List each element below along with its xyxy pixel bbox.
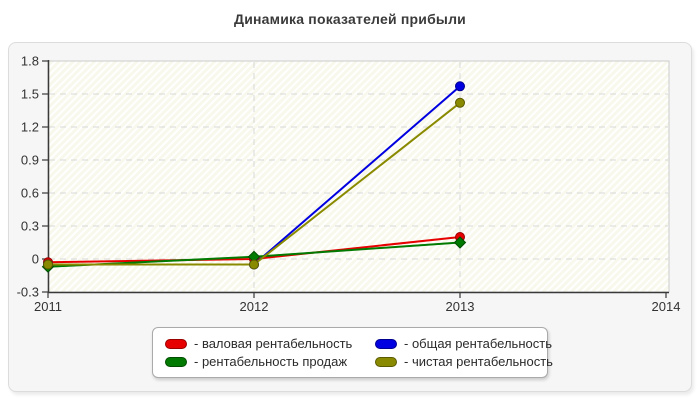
- legend-item: - валовая рентабельность: [165, 336, 365, 351]
- y-tick-label: 0.6: [21, 186, 39, 201]
- legend-item: - чистая рентабельность: [375, 354, 553, 369]
- legend-label: - валовая рентабельность: [194, 336, 353, 351]
- y-tick-label: 1.2: [21, 120, 39, 135]
- legend-swatch: [165, 338, 187, 349]
- legend-swatch: [165, 356, 187, 367]
- data-point-marker: [455, 97, 465, 108]
- plot-area: [47, 60, 670, 293]
- y-tick-label: 0: [32, 252, 39, 267]
- data-point-marker: [249, 259, 259, 270]
- y-tick-label: 1.8: [21, 54, 39, 69]
- legend-swatch: [375, 338, 397, 349]
- chart-title: Динамика показателей прибыли: [234, 11, 466, 27]
- chart-legend: - валовая рентабельность - общая рентабел…: [152, 327, 553, 378]
- y-tick-label: 0.9: [21, 153, 39, 168]
- legend-label: - рентабельность продаж: [194, 354, 348, 369]
- x-tick-label: 2011: [34, 299, 62, 314]
- data-point-marker: [455, 81, 465, 92]
- data-point-marker: [453, 236, 467, 249]
- y-tick-label: -0.3: [17, 285, 39, 300]
- y-tick-label: 0.3: [21, 219, 39, 234]
- x-tick-label: 2012: [240, 299, 269, 314]
- x-tick-label: 2013: [446, 299, 475, 314]
- legend-label: - общая рентабельность: [404, 336, 552, 351]
- legend-item: - общая рентабельность: [375, 336, 553, 351]
- legend-label: - чистая рентабельность: [404, 354, 553, 369]
- legend-item: - рентабельность продаж: [165, 354, 365, 369]
- y-tick-label: 1.5: [21, 87, 39, 102]
- legend-swatch: [375, 356, 397, 367]
- x-tick-label: 2014: [652, 299, 681, 314]
- data-point-marker: [43, 259, 53, 270]
- chart-panel: 1.8 1.5 1.2 0.9 0.6 0.3 0 -0.3 2011 2012 2013 2014 …: [8, 42, 692, 392]
